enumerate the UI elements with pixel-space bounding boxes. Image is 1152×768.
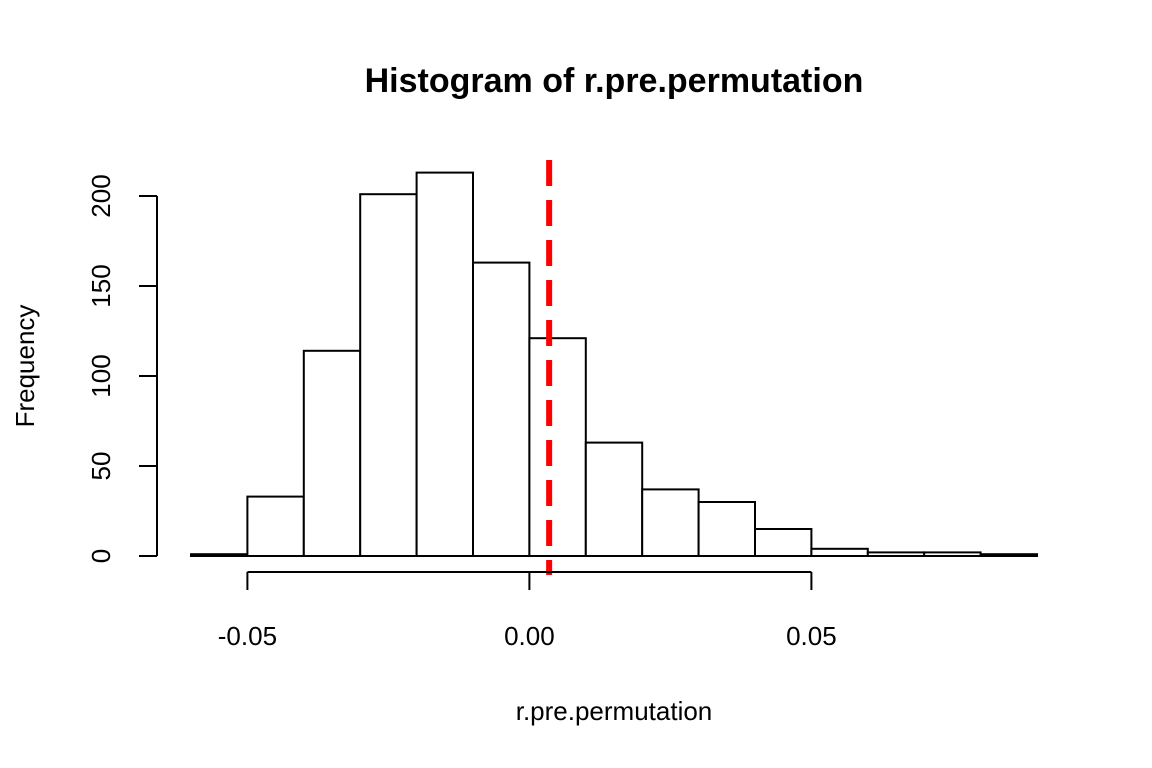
histogram-bar — [810, 547, 869, 557]
histogram-bar — [584, 441, 644, 558]
histogram-bar — [979, 553, 1038, 558]
x-axis: -0.05 0.00 0.05 — [218, 571, 837, 651]
histogram-bar — [246, 495, 305, 558]
x-tick-label: -0.05 — [218, 621, 277, 651]
y-axis-label: Frequency — [10, 305, 40, 428]
histogram-bar — [866, 551, 926, 558]
histogram-bar — [754, 528, 813, 557]
chart-title: Histogram of r.pre.permutation — [365, 62, 864, 100]
y-tick-label: 0 — [86, 549, 116, 563]
y-axis: 0 50 100 150 200 — [86, 174, 158, 563]
histogram-bar — [190, 553, 249, 558]
x-tick-label: 0.00 — [504, 621, 555, 651]
histogram-bar — [528, 337, 587, 558]
x-tick-label: 0.05 — [786, 621, 837, 651]
histogram-bar — [641, 488, 700, 557]
y-tick-label: 150 — [86, 264, 116, 307]
y-tick-label: 50 — [86, 452, 116, 481]
histogram-bars — [190, 171, 1038, 558]
histogram-bar — [415, 171, 475, 557]
histogram-bar — [472, 261, 531, 557]
y-tick-label: 200 — [86, 174, 116, 217]
y-tick-label: 100 — [86, 354, 116, 397]
histogram-bar — [302, 349, 362, 557]
histogram-bar — [359, 193, 418, 557]
histogram-bar — [923, 551, 982, 558]
histogram-bar — [697, 501, 756, 557]
x-axis-label: r.pre.permutation — [516, 696, 713, 726]
